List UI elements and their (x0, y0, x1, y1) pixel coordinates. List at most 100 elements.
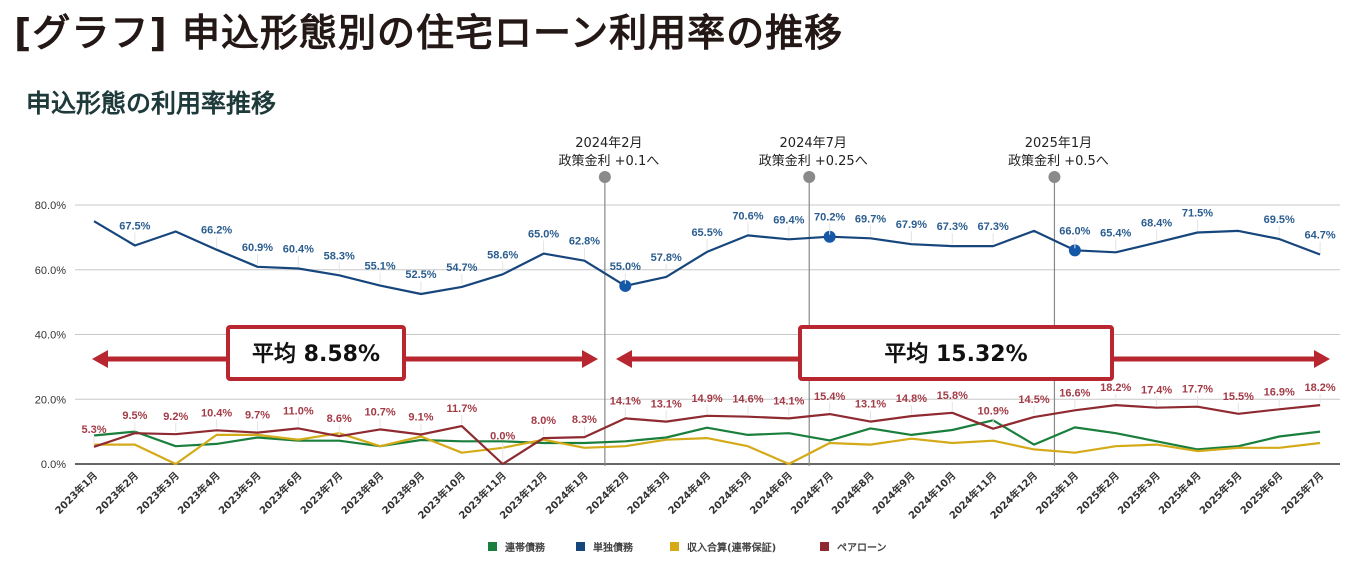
x-tick-label: 2025年5月 (1197, 469, 1245, 517)
data-label-single: 58.6% (487, 249, 518, 261)
x-tick-label: 2023年2月 (93, 469, 141, 517)
data-label-pair: 8.0% (531, 415, 556, 427)
legend-item: 単独債務 (593, 541, 634, 554)
y-axis-ticks: 0.0% 20.0% 40.0% 60.0% 80.0% (35, 200, 66, 471)
data-label-single: 60.4% (283, 243, 314, 255)
highlight-point (619, 279, 632, 292)
x-tick-label: 2024年7月 (788, 469, 836, 517)
data-label-pair: 18.2% (1100, 382, 1131, 394)
average-box (226, 325, 406, 381)
data-label-pair: 15.5% (1223, 391, 1254, 403)
data-label-single: 68.4% (1141, 218, 1172, 230)
x-tick-label: 2025年1月 (1033, 469, 1081, 517)
data-label-pair: 17.4% (1141, 385, 1172, 397)
average-label: 平均 15.32% (884, 341, 1027, 367)
data-label-single: 52.5% (405, 269, 436, 281)
y-tick-label: 40.0% (35, 330, 66, 342)
data-label-pair: 10.4% (201, 407, 232, 419)
x-tick-label: 2023年8月 (338, 469, 386, 517)
data-label-single: 67.5% (119, 220, 150, 232)
data-label-pair: 17.7% (1182, 384, 1213, 396)
arrow-left-icon (616, 350, 632, 368)
x-tick-label: 2025年6月 (1237, 469, 1285, 517)
data-label-single: 65.0% (528, 229, 559, 241)
x-tick-label: 2023年1月 (52, 469, 100, 517)
data-label-pair: 15.8% (937, 390, 968, 402)
annotation-policy-rate: 政策金利 +0.1へ (559, 153, 660, 169)
data-label-pair: 11.0% (283, 405, 314, 417)
y-tick-label: 0.0% (41, 459, 66, 471)
x-tick-label: 2023年3月 (134, 469, 182, 517)
data-label-single: 65.4% (1100, 227, 1131, 239)
legend-swatch (488, 542, 497, 551)
x-tick-label: 2024年1月 (543, 469, 591, 517)
data-label-single: 60.9% (242, 242, 273, 254)
annotation-marker (598, 171, 611, 183)
data-label-pair: 11.7% (447, 403, 478, 415)
x-tick-label: 2024年2月 (583, 469, 631, 517)
annotation-policy-rate: 政策金利 +0.25へ (759, 153, 868, 169)
data-label-single: 66.0% (1059, 225, 1090, 237)
data-label-pair: 14.9% (691, 393, 722, 405)
data-label-pair: 9.1% (408, 412, 433, 424)
data-label-single: 69.7% (855, 213, 886, 225)
data-label-single: 58.3% (324, 250, 355, 262)
data-label-pair: 8.3% (572, 414, 597, 426)
data-label-pair: 8.6% (327, 413, 352, 425)
data-label-pair: 10.9% (978, 406, 1009, 418)
grid-lines (75, 204, 1340, 465)
data-label-single: 54.7% (446, 262, 477, 274)
y-tick-label: 20.0% (35, 394, 66, 406)
data-label-pair: 13.1% (855, 399, 886, 411)
data-label-single: 65.5% (691, 227, 722, 239)
data-label-pair: 9.7% (245, 410, 270, 422)
x-tick-label: 2024年4月 (665, 469, 713, 517)
data-label-pair: 14.6% (732, 394, 763, 406)
series-line-2 (94, 432, 1321, 466)
x-tick-label: 2024年5月 (706, 469, 754, 517)
x-tick-label: 2023年6月 (257, 469, 305, 517)
data-label-single: 64.7% (1304, 230, 1335, 242)
arrow-right-icon (1314, 350, 1330, 368)
y-tick-label: 80.0% (35, 200, 66, 212)
data-label-pair: 14.8% (896, 393, 927, 405)
series-line-3 (93, 404, 1321, 466)
data-label-single: 70.2% (814, 212, 845, 224)
legend-item: 収入合算(連帯保証) (687, 541, 776, 554)
x-tick-label: 2025年4月 (1156, 469, 1204, 517)
data-label-pair: 18.2% (1304, 382, 1335, 394)
data-label-single: 55.0% (610, 261, 641, 273)
annotation-policy-rate: 政策金利 +0.5へ (1008, 153, 1109, 169)
annotation-marker (803, 171, 816, 183)
series-lines (93, 220, 1321, 466)
data-label-single: 67.9% (896, 219, 927, 231)
annotation-date: 2024年7月 (780, 136, 847, 151)
data-label-single: 57.8% (651, 252, 682, 264)
legend-item: ペアローン (837, 542, 887, 554)
data-label-pair: 9.5% (122, 410, 147, 422)
x-tick-label: 2024年6月 (747, 469, 795, 517)
data-label-single: 70.6% (732, 210, 763, 222)
data-label-single: 67.3% (978, 221, 1009, 233)
x-tick-label: 2023年5月 (216, 469, 264, 517)
data-label-pair: 15.4% (814, 391, 845, 403)
series-line-1 (93, 220, 1321, 296)
data-label-pair: 14.1% (610, 395, 641, 407)
data-label-single: 69.5% (1264, 214, 1295, 226)
x-tick-label: 2023年7月 (297, 469, 345, 517)
x-tick-label: 2025年7月 (1278, 469, 1326, 517)
chart-title: 申込形態の利用率推移 (26, 89, 277, 118)
arrow-right-icon (582, 350, 598, 368)
x-tick-label: 2024年8月 (829, 469, 877, 517)
legend-item: 連帯債務 (505, 541, 546, 554)
legend: 連帯債務 単独債務 収入合算(連帯保証) ペアローン (488, 541, 887, 554)
average-box (798, 325, 1114, 381)
data-label-pair: 14.5% (1018, 394, 1049, 406)
x-tick-label: 2024年3月 (624, 469, 672, 517)
legend-swatch (576, 542, 585, 551)
data-label-pair: 9.2% (163, 411, 188, 423)
x-tick-label: 2025年3月 (1115, 469, 1163, 517)
average-annotations: 平均 8.58% 平均 15.32% (92, 325, 1330, 381)
